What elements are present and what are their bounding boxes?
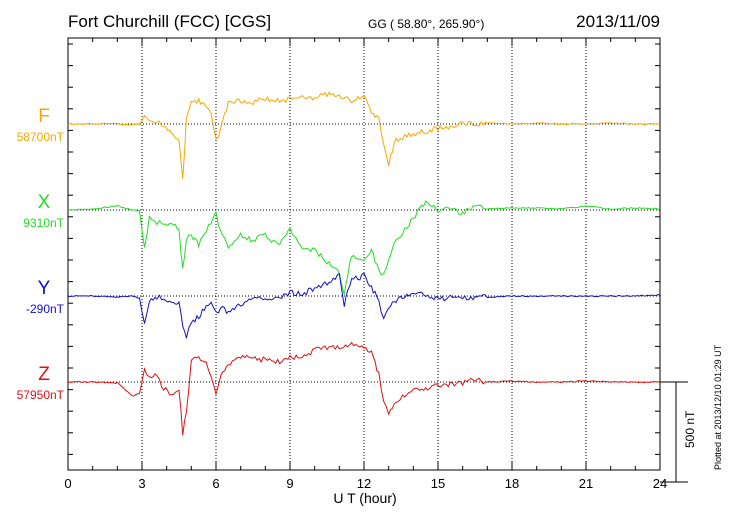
channel-label-x: X bbox=[37, 192, 51, 213]
series-line-y bbox=[67, 272, 661, 339]
scale-bar bbox=[660, 381, 688, 483]
x-axis-title: U T (hour) bbox=[0, 490, 730, 506]
station-title: Fort Churchill (FCC) [CGS] bbox=[68, 12, 272, 31]
series-line-x bbox=[67, 200, 661, 295]
x-tick-label: 24 bbox=[653, 476, 667, 491]
series-line-f bbox=[67, 91, 661, 179]
station-coordinates: GG ( 58.80°, 265.90°) bbox=[368, 17, 485, 31]
chart-date: 2013/11/09 bbox=[576, 12, 660, 31]
series-layer bbox=[67, 91, 661, 436]
channel-baseline-f: 58700nT bbox=[16, 130, 64, 144]
channel-label-y: Y bbox=[37, 278, 51, 299]
x-tick-label: 21 bbox=[579, 476, 593, 491]
scale-bar-label: 500 nT bbox=[683, 410, 697, 448]
x-tick-label: 15 bbox=[431, 476, 445, 491]
grid-layer bbox=[68, 38, 660, 470]
channel-label-z: Z bbox=[38, 364, 50, 385]
x-tick-label: 9 bbox=[286, 476, 293, 491]
x-tick-label: 6 bbox=[212, 476, 219, 491]
x-axis-title-text: U T (hour) bbox=[333, 490, 397, 506]
axis-layer: 0 3 6 9 12 15 18 21 24 bbox=[64, 37, 667, 491]
plotted-timestamp: Plotted at 2013/12/10 01:29 UT bbox=[713, 344, 723, 470]
x-tick-label: 3 bbox=[138, 476, 145, 491]
channel-baseline-z: 57950nT bbox=[16, 388, 64, 402]
series-line-z bbox=[67, 341, 661, 436]
channel-baseline-y: -290nT bbox=[25, 302, 64, 316]
x-tick-label: 12 bbox=[357, 476, 371, 491]
channel-label-f: F bbox=[38, 106, 50, 127]
x-tick-label: 18 bbox=[505, 476, 519, 491]
channel-baseline-x: 9310nT bbox=[23, 216, 64, 230]
x-tick-label: 0 bbox=[64, 476, 71, 491]
